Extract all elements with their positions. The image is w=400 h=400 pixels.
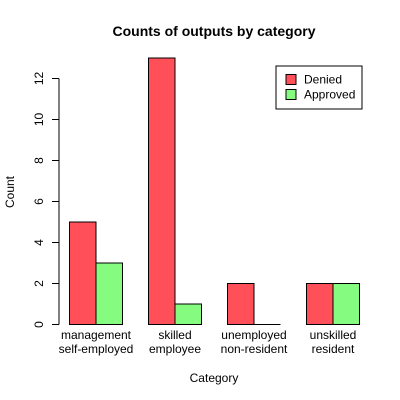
bar-denied [148, 57, 176, 325]
legend-swatch-approved [285, 89, 297, 100]
x-category-label: self-employed [59, 342, 134, 356]
y-axis: 0 2 4 6 8 10 12 [32, 72, 60, 328]
x-category-label: resident [312, 342, 355, 356]
y-tick-label: 4 [32, 239, 46, 246]
chart-title: Counts of outputs by category [113, 23, 316, 39]
x-category-label: management [61, 328, 132, 342]
y-axis-title: Count [3, 175, 17, 208]
legend-label-denied: Denied [304, 73, 342, 87]
y-tick-label: 10 [32, 113, 46, 127]
bar-approved [332, 283, 360, 325]
legend-label-approved: Approved [304, 88, 355, 102]
y-tick-label: 12 [32, 72, 46, 86]
x-category-label: unemployed [221, 328, 286, 342]
x-category-label: employee [149, 342, 201, 356]
x-category-label: skilled [158, 328, 191, 342]
y-tick-label: 2 [32, 280, 46, 287]
bar-denied [69, 221, 97, 325]
bar-group [69, 57, 360, 325]
x-category-label: non-resident [221, 342, 288, 356]
bar-denied [306, 283, 334, 325]
bar-approved [95, 262, 123, 325]
y-tick-label: 8 [32, 157, 46, 164]
legend-box [275, 65, 363, 110]
y-tick-label: 0 [32, 321, 46, 328]
bar-denied [227, 283, 255, 325]
x-axis-title: Category [190, 371, 239, 385]
bar-approved [174, 303, 202, 325]
legend-swatch-denied [285, 74, 297, 85]
x-category-label: unskilled [310, 328, 357, 342]
y-tick-label: 6 [32, 198, 46, 205]
